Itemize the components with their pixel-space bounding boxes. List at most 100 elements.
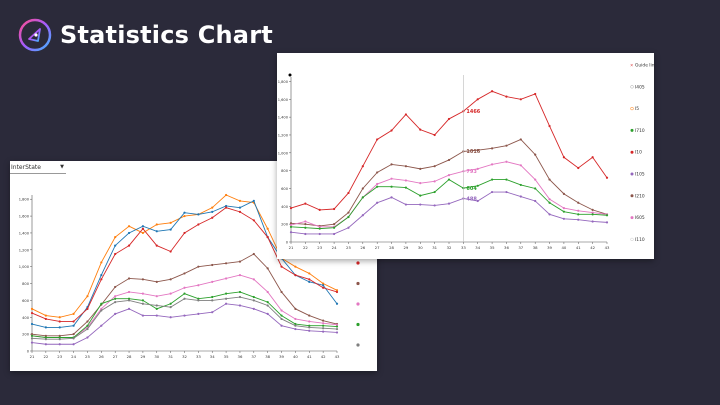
- tooltip-value: 488: [466, 196, 477, 202]
- data-point: [591, 156, 594, 159]
- data-point: [335, 325, 339, 328]
- data-point: [376, 171, 379, 174]
- data-point: [197, 223, 200, 226]
- x-tick-label: 35: [490, 245, 495, 250]
- legend-item[interactable]: I210: [630, 193, 645, 199]
- data-point: [605, 221, 609, 224]
- data-point: [519, 138, 522, 141]
- data-point: [490, 190, 494, 194]
- x-tick-label: 38: [533, 245, 538, 250]
- data-point: [114, 244, 117, 247]
- legend-item[interactable]: I110: [630, 237, 645, 243]
- legend-label: I405: [635, 84, 645, 90]
- data-point: [141, 227, 145, 230]
- data-point: [304, 220, 307, 223]
- x-tick-label: 22: [303, 245, 308, 250]
- x-tick-label: 24: [71, 354, 76, 359]
- data-point: [289, 223, 293, 227]
- data-point: [266, 312, 269, 315]
- y-tick-label: 0: [286, 241, 289, 245]
- data-point: [318, 208, 321, 211]
- x-tick-label: 37: [251, 354, 256, 359]
- data-point: [322, 324, 325, 327]
- data-point: [347, 226, 350, 229]
- legend-item[interactable]: I605: [630, 215, 645, 221]
- x-tick-label: 26: [360, 245, 365, 250]
- legend-item[interactable]: I405: [630, 84, 645, 90]
- data-point: [44, 336, 47, 339]
- data-point: [211, 280, 214, 283]
- y-tick-label: 800: [281, 169, 289, 173]
- data-point: [322, 319, 325, 322]
- data-point: [238, 304, 242, 307]
- data-point: [519, 98, 522, 101]
- freeway-dropdown[interactable]: InterState ▼: [10, 163, 66, 174]
- dropdown-label: InterState: [11, 164, 41, 171]
- left-line-chart: 02004006008001,0001,2001,4001,6001,80021…: [19, 193, 360, 359]
- legend-marker: [630, 172, 634, 176]
- data-point: [419, 128, 422, 131]
- right-chart-panel: 0 200 400 600 800 1,000 1,200 1,400 1,600 1,800 21…: [277, 53, 658, 259]
- data-point: [548, 201, 551, 204]
- data-point: [433, 133, 436, 137]
- data-point: [419, 182, 422, 185]
- legend-item[interactable]: I710: [630, 128, 645, 134]
- data-point: [114, 312, 117, 315]
- data-point: [224, 277, 228, 280]
- data-point: [72, 343, 75, 346]
- data-point: [476, 184, 479, 187]
- data-point: [280, 317, 283, 321]
- legend-item[interactable]: ×Guide line: [630, 63, 658, 69]
- data-point: [335, 323, 339, 326]
- data-point: [322, 322, 325, 325]
- data-point: [605, 176, 609, 179]
- chevron-down-icon: ▼: [60, 164, 64, 170]
- legend-item[interactable]: I5: [630, 106, 640, 112]
- data-point: [361, 214, 364, 217]
- data-point: [591, 211, 594, 214]
- legend-marker: [630, 128, 634, 132]
- data-point: [169, 292, 172, 295]
- data-point: [100, 309, 103, 312]
- data-point: [238, 199, 242, 203]
- data-point: [58, 320, 61, 323]
- data-point: [114, 300, 117, 304]
- data-point: [505, 160, 508, 163]
- data-point: [224, 262, 228, 265]
- data-point: [562, 210, 566, 213]
- data-point: [224, 204, 228, 208]
- legend-item[interactable]: I10: [630, 150, 643, 156]
- data-point: [577, 166, 580, 170]
- data-point: [376, 201, 379, 204]
- legend-item[interactable]: I105: [630, 172, 645, 178]
- legend-marker: [356, 343, 360, 347]
- axis-top-marker: [288, 73, 292, 77]
- x-tick-label: 38: [265, 354, 270, 359]
- data-point: [224, 292, 228, 295]
- data-point: [141, 302, 145, 305]
- data-point: [335, 327, 339, 331]
- data-point: [58, 326, 61, 329]
- data-point: [308, 326, 311, 329]
- data-point: [238, 210, 242, 213]
- legend-marker: [630, 85, 634, 89]
- data-point: [347, 215, 350, 219]
- data-point: [266, 236, 269, 239]
- x-tick-label: 43: [605, 245, 610, 250]
- tooltip-value: 1466: [466, 109, 480, 115]
- data-point: [318, 227, 321, 230]
- data-point: [183, 214, 186, 218]
- data-point: [252, 199, 255, 203]
- data-point: [505, 144, 508, 147]
- header: Statistics Chart: [18, 18, 273, 52]
- data-point: [519, 183, 522, 187]
- y-tick-label: 0: [27, 350, 30, 354]
- data-point: [433, 190, 436, 194]
- data-point: [361, 165, 364, 168]
- data-point: [562, 207, 566, 210]
- series-line: [290, 138, 608, 227]
- data-point: [197, 265, 200, 268]
- data-point: [100, 278, 103, 281]
- x-tick-label: 34: [475, 245, 480, 250]
- data-point: [335, 290, 339, 294]
